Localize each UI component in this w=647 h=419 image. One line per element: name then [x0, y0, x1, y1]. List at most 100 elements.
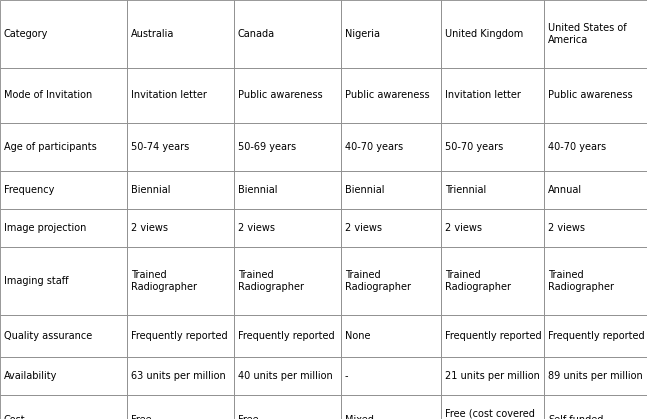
Text: Public awareness: Public awareness	[345, 91, 430, 101]
Bar	[234, 247, 341, 315]
Text: 40 units per million: 40 units per million	[238, 371, 333, 381]
Text: 50-69 years: 50-69 years	[238, 142, 296, 152]
Text: 21 units per million: 21 units per million	[445, 371, 540, 381]
Text: Quality assurance: Quality assurance	[4, 331, 93, 341]
Text: Public awareness: Public awareness	[238, 91, 323, 101]
Bar	[341, 247, 441, 315]
Text: Availability: Availability	[4, 371, 58, 381]
Text: Frequently reported: Frequently reported	[445, 331, 542, 341]
Bar	[341, 68, 441, 123]
Bar	[441, 247, 544, 315]
Bar	[127, 123, 234, 171]
Bar	[234, 315, 341, 357]
Bar	[441, 315, 544, 357]
Bar	[544, 315, 647, 357]
Text: Frequency: Frequency	[4, 185, 54, 195]
Bar	[127, 209, 234, 247]
Bar	[127, 357, 234, 395]
Bar	[234, 68, 341, 123]
Text: Trained
Radiographer: Trained Radiographer	[548, 270, 614, 292]
Text: Category: Category	[4, 29, 49, 39]
Text: Public awareness: Public awareness	[548, 91, 633, 101]
Bar	[0, 247, 127, 315]
Bar	[0, 68, 127, 123]
Text: Cost: Cost	[4, 415, 26, 419]
Text: 40-70 years: 40-70 years	[548, 142, 606, 152]
Text: 50-74 years: 50-74 years	[131, 142, 190, 152]
Bar	[544, 209, 647, 247]
Text: 50-70 years: 50-70 years	[445, 142, 503, 152]
Bar	[0, 0, 127, 68]
Text: Frequently reported: Frequently reported	[548, 331, 644, 341]
Text: 2 views: 2 views	[445, 223, 482, 233]
Bar	[441, 123, 544, 171]
Text: Trained
Radiographer: Trained Radiographer	[131, 270, 197, 292]
Bar	[441, 209, 544, 247]
Text: Frequently reported: Frequently reported	[131, 331, 228, 341]
Text: -: -	[345, 371, 349, 381]
Bar	[544, 68, 647, 123]
Bar	[544, 171, 647, 209]
Bar	[341, 0, 441, 68]
Text: 63 units per million: 63 units per million	[131, 371, 226, 381]
Bar	[234, 395, 341, 419]
Text: Free: Free	[131, 415, 151, 419]
Bar	[544, 123, 647, 171]
Bar	[441, 171, 544, 209]
Bar	[441, 357, 544, 395]
Text: Trained
Radiographer: Trained Radiographer	[345, 270, 411, 292]
Bar	[544, 0, 647, 68]
Bar	[0, 395, 127, 419]
Text: United States of
America: United States of America	[548, 23, 627, 45]
Bar	[341, 357, 441, 395]
Bar	[127, 68, 234, 123]
Text: Imaging staff: Imaging staff	[4, 276, 69, 286]
Bar	[0, 209, 127, 247]
Bar	[127, 395, 234, 419]
Bar	[0, 315, 127, 357]
Bar	[341, 395, 441, 419]
Text: Mode of Invitation: Mode of Invitation	[4, 91, 93, 101]
Text: 2 views: 2 views	[131, 223, 168, 233]
Text: 89 units per million: 89 units per million	[548, 371, 642, 381]
Text: Biennial: Biennial	[238, 185, 278, 195]
Bar	[441, 0, 544, 68]
Text: Mixed: Mixed	[345, 415, 374, 419]
Text: 2 views: 2 views	[238, 223, 275, 233]
Text: Invitation letter: Invitation letter	[131, 91, 207, 101]
Bar	[234, 357, 341, 395]
Text: Free: Free	[238, 415, 259, 419]
Bar	[0, 171, 127, 209]
Bar	[234, 123, 341, 171]
Text: Canada: Canada	[238, 29, 275, 39]
Bar	[0, 123, 127, 171]
Bar	[441, 395, 544, 419]
Text: Trained
Radiographer: Trained Radiographer	[445, 270, 511, 292]
Bar	[0, 357, 127, 395]
Bar	[127, 247, 234, 315]
Text: Australia: Australia	[131, 29, 175, 39]
Text: Frequently reported: Frequently reported	[238, 331, 334, 341]
Text: Invitation letter: Invitation letter	[445, 91, 521, 101]
Bar	[127, 315, 234, 357]
Text: Nigeria: Nigeria	[345, 29, 380, 39]
Text: Triennial: Triennial	[445, 185, 487, 195]
Bar	[127, 171, 234, 209]
Text: Biennial: Biennial	[345, 185, 384, 195]
Text: Self-funded: Self-funded	[548, 415, 604, 419]
Text: None: None	[345, 331, 371, 341]
Bar	[544, 395, 647, 419]
Bar	[234, 209, 341, 247]
Text: Age of participants: Age of participants	[4, 142, 97, 152]
Text: United Kingdom: United Kingdom	[445, 29, 523, 39]
Text: 40-70 years: 40-70 years	[345, 142, 403, 152]
Bar	[341, 123, 441, 171]
Bar	[441, 68, 544, 123]
Text: Annual: Annual	[548, 185, 582, 195]
Text: Free (cost covered
by the NHS): Free (cost covered by the NHS)	[445, 409, 535, 419]
Text: 2 views: 2 views	[345, 223, 382, 233]
Text: 2 views: 2 views	[548, 223, 585, 233]
Bar	[234, 171, 341, 209]
Bar	[127, 0, 234, 68]
Bar	[544, 357, 647, 395]
